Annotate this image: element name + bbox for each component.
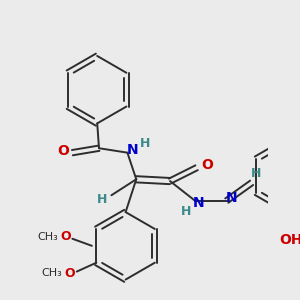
Text: N: N <box>225 191 237 205</box>
Text: H: H <box>140 137 150 150</box>
Text: O: O <box>64 267 75 280</box>
Text: N: N <box>127 143 139 157</box>
Text: O: O <box>201 158 213 172</box>
Text: O: O <box>60 230 70 244</box>
Text: O: O <box>58 144 69 158</box>
Text: OH: OH <box>279 232 300 247</box>
Text: CH₃: CH₃ <box>42 268 62 278</box>
Text: H: H <box>181 205 191 218</box>
Text: H: H <box>251 167 261 181</box>
Text: CH₃: CH₃ <box>37 232 58 242</box>
Text: N: N <box>193 196 204 210</box>
Text: H: H <box>98 193 108 206</box>
